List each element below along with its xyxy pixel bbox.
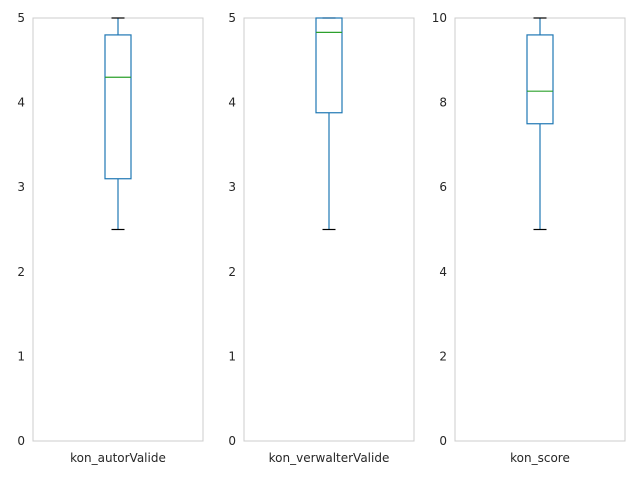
y-tick-label: 0 xyxy=(17,434,25,448)
x-category-label: kon_score xyxy=(510,451,570,465)
y-tick-label: 1 xyxy=(228,349,236,363)
x-category-label: kon_autorValide xyxy=(70,451,166,465)
y-tick-label: 10 xyxy=(432,11,447,25)
y-tick-label: 4 xyxy=(17,96,25,110)
box-iqr xyxy=(104,34,132,180)
y-tick-label: 6 xyxy=(439,180,447,194)
y-tick-label: 1 xyxy=(17,349,25,363)
y-tick-label: 8 xyxy=(439,96,447,110)
y-tick-label: 4 xyxy=(439,265,447,279)
y-tick-label: 0 xyxy=(439,434,447,448)
y-tick-label: 4 xyxy=(228,96,236,110)
x-category-label: kon_verwalterValide xyxy=(269,451,390,465)
y-tick-label: 0 xyxy=(228,434,236,448)
y-tick-label: 3 xyxy=(228,180,236,194)
box-iqr xyxy=(526,34,554,125)
y-tick-label: 5 xyxy=(17,11,25,25)
y-tick-label: 2 xyxy=(439,349,447,363)
y-tick-label: 3 xyxy=(17,180,25,194)
y-tick-label: 2 xyxy=(17,265,25,279)
y-tick-label: 5 xyxy=(228,11,236,25)
y-tick-label: 2 xyxy=(228,265,236,279)
box-iqr xyxy=(315,17,343,114)
